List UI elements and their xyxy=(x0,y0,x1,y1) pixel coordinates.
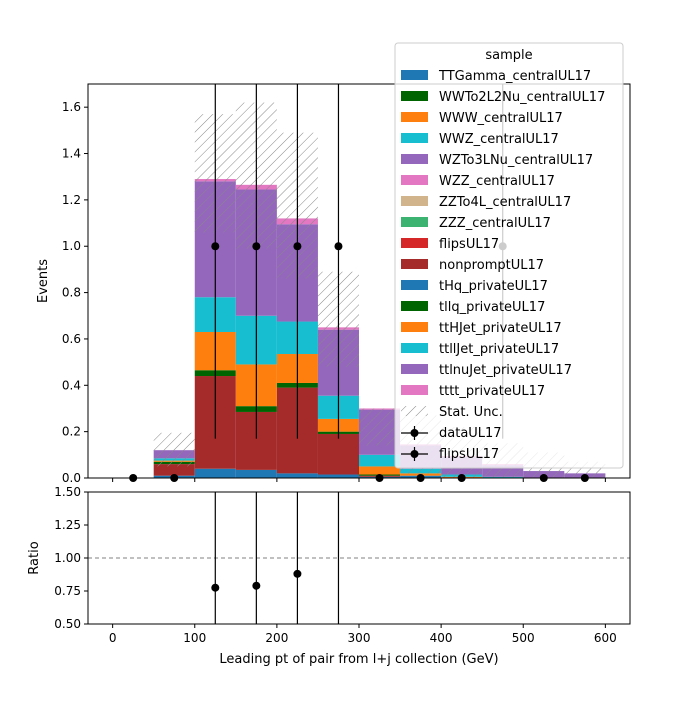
legend-frame xyxy=(394,42,624,469)
legend-swatch-ZZTo4L_centralUL17 xyxy=(401,196,428,206)
legend-swatch-ttllJet_privateUL17 xyxy=(401,343,428,353)
bar-nonpromptUL17-1 xyxy=(153,464,195,476)
ratio-ytick-label-0: 0.50 xyxy=(54,617,81,631)
data-point-2 xyxy=(211,242,220,251)
legend-swatch-WZZ_centralUL17 xyxy=(401,175,428,185)
legend-swatch-tllq_privateUL17 xyxy=(401,301,428,311)
ratio-xtick-label-0: 0 xyxy=(109,631,117,645)
legend-swatch-WWZ_centralUL17 xyxy=(401,133,428,143)
ratio-x-ticks: 0 100 200 300 400 500 600 xyxy=(109,624,617,645)
main-ytick-label-6: 1.2 xyxy=(62,193,81,207)
stat-unc-bin-1 xyxy=(153,432,195,467)
ratio-ytick-label-3: 1.25 xyxy=(54,518,81,532)
bar-ttllJet_privateUL17-6 xyxy=(359,454,401,467)
legend-label-tHq_privateUL17: tHq_privateUL17 xyxy=(439,279,548,294)
main-x-ticks xyxy=(112,478,606,482)
legend-label-nonpromptUL17: nonpromptUL17 xyxy=(439,258,544,273)
ratio-xtick-label-4: 400 xyxy=(430,631,453,645)
legend-swatch-ttlnuJet_privateUL17 xyxy=(401,364,428,374)
main-ytick-label-4: 0.8 xyxy=(62,286,81,300)
main-ytick-label-8: 1.6 xyxy=(62,100,81,114)
legend-label-ttllJet_privateUL17: ttllJet_privateUL17 xyxy=(439,342,559,357)
bar-TTGamma_centralUL17-5 xyxy=(317,474,359,478)
legend-label-flipsUL17: flipsUL17 xyxy=(439,237,499,252)
bar-TTGamma_centralUL17-4 xyxy=(276,473,318,478)
main-ytick-label-3: 0.6 xyxy=(62,332,81,346)
ratio-xtick-label-2: 200 xyxy=(265,631,288,645)
legend-swatch-TTGamma_centralUL17 xyxy=(401,70,428,80)
legend-swatch-tHq_privateUL17 xyxy=(401,280,428,290)
main-y-axis-label: Events xyxy=(36,259,51,303)
legend-label-WWTo2L2Nu_centralUL17: WWTo2L2Nu_centralUL17 xyxy=(439,90,605,105)
legend-label-tttt_privateUL17: tttt_privateUL17 xyxy=(439,384,545,399)
main-ytick-label-7: 1.4 xyxy=(62,147,81,161)
data-point-5 xyxy=(334,242,343,251)
legend-label-TTGamma_centralUL17: TTGamma_centralUL17 xyxy=(438,69,591,84)
ratio-ytick-label-1: 0.75 xyxy=(54,584,81,598)
ratio-axes-frame xyxy=(87,491,631,625)
stat-unc-bin-6 xyxy=(359,408,401,446)
legend-label-tllq_privateUL17: tllq_privateUL17 xyxy=(439,300,545,315)
ratio-content xyxy=(88,492,630,624)
bar-TTGamma_centralUL17-2 xyxy=(194,468,236,478)
main-ytick-label-5: 1.0 xyxy=(62,239,81,253)
legend-swatch-tttt_privateUL17 xyxy=(401,385,428,395)
ratio-y-axis-label: Ratio xyxy=(27,541,42,574)
main-ytick-label-2: 0.4 xyxy=(62,378,81,392)
ratio-xtick-label-6: 600 xyxy=(594,631,617,645)
ratio-point-0 xyxy=(211,583,220,592)
legend-label-WZTo3LNu_centralUL17: WZTo3LNu_centralUL17 xyxy=(439,153,593,168)
legend: sample TTGamma_centralUL17 WWTo2L2Nu_centr… xyxy=(394,42,624,469)
legend-swatch-nonpromptUL17 xyxy=(401,259,428,269)
ratio-point-1 xyxy=(252,581,261,590)
legend-label-ZZTo4L_centralUL17: ZZTo4L_centralUL17 xyxy=(439,195,571,210)
legend-label-WZZ_centralUL17: WZZ_centralUL17 xyxy=(439,174,555,189)
legend-title: sample xyxy=(485,48,532,63)
legend-label-data-1: flipsUL17 xyxy=(439,447,499,462)
legend-marker-0 xyxy=(401,426,428,440)
legend-label-stat-unc: Stat. Unc. xyxy=(439,405,503,420)
legend-swatch-WWW_centralUL17 xyxy=(401,112,428,122)
ratio-xtick-label-3: 300 xyxy=(348,631,371,645)
legend-swatch-ttHJet_privateUL17 xyxy=(401,322,428,332)
main-ytick-label-0: 0.0 xyxy=(62,471,81,485)
ratio-ytick-label-4: 1.50 xyxy=(54,485,81,499)
ratio-xtick-label-1: 100 xyxy=(183,631,206,645)
legend-label-WWW_centralUL17: WWW_centralUL17 xyxy=(439,111,563,126)
main-ytick-label-1: 0.2 xyxy=(62,425,81,439)
legend-label-ZZZ_centralUL17: ZZZ_centralUL17 xyxy=(439,216,551,231)
ratio-xtick-label-5: 500 xyxy=(512,631,535,645)
bar-TTGamma_centralUL17-3 xyxy=(235,469,277,478)
data-point-3 xyxy=(252,242,261,251)
legend-swatch-WZTo3LNu_centralUL17 xyxy=(401,154,428,164)
ratio-ytick-label-2: 1.00 xyxy=(54,551,81,565)
bar-nonpromptUL17-5 xyxy=(317,433,359,475)
data-point-4 xyxy=(293,242,302,251)
ratio-plot: 0.50 0.75 1.00 1.25 1.50 0 100 200 300 400 500 600… xyxy=(27,485,631,667)
legend-swatch-WWTo2L2Nu_centralUL17 xyxy=(401,91,428,101)
legend-label-data-0: dataUL17 xyxy=(439,426,502,441)
main-y-ticks: 0.0 0.2 0.4 0.6 0.8 1.0 1.2 1.4 1.6 xyxy=(62,100,88,485)
legend-label-ttlnuJet_privateUL17: ttlnuJet_privateUL17 xyxy=(439,363,572,378)
ratio-y-ticks: 0.50 0.75 1.00 1.25 1.50 xyxy=(54,485,88,631)
legend-swatch-flipsUL17 xyxy=(401,238,428,248)
ratio-point-2 xyxy=(293,569,302,578)
legend-label-WWZ_centralUL17: WWZ_centralUL17 xyxy=(439,132,559,147)
legend-swatch-ZZZ_centralUL17 xyxy=(401,217,428,227)
bar-ttHJet_privateUL17-6 xyxy=(359,466,401,475)
x-axis-label: Leading pt of pair from l+j collection (… xyxy=(219,652,498,667)
legend-label-ttHJet_privateUL17: ttHJet_privateUL17 xyxy=(439,321,562,336)
legend-marker-1 xyxy=(401,447,428,461)
legend-swatch-stat-unc xyxy=(401,406,428,416)
